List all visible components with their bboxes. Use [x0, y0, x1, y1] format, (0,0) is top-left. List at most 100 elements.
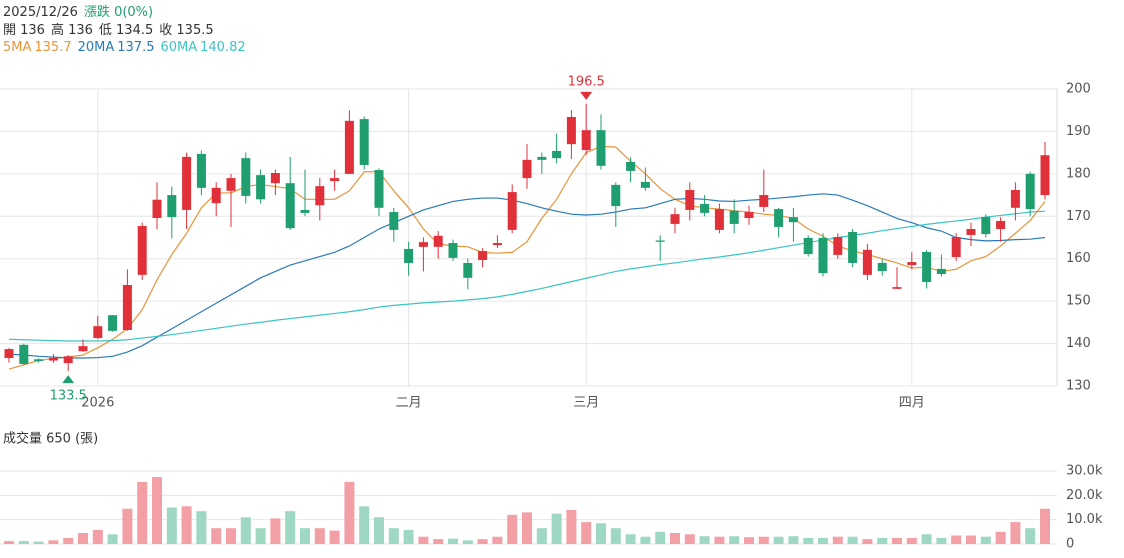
- volume-bar: [670, 533, 680, 544]
- volume-bar: [847, 536, 858, 544]
- candle-body: [714, 209, 724, 230]
- legend-name: 5MA: [3, 40, 32, 55]
- change: 漲跌 0(0%): [83, 5, 154, 20]
- candle-body: [655, 240, 665, 242]
- candle-body: [611, 184, 621, 207]
- volume-bar: [862, 539, 873, 544]
- volume-bar: [921, 534, 932, 544]
- volume-bar: [758, 536, 769, 544]
- ma-line: [8, 210, 1046, 342]
- candle-body: [803, 237, 813, 255]
- candle-body: [626, 161, 636, 171]
- candle-body: [167, 195, 177, 218]
- candle-body: [448, 243, 458, 258]
- volume-bar: [551, 513, 562, 544]
- x-tick-label: 二月: [396, 396, 422, 411]
- candle-body: [788, 217, 798, 223]
- candle-body: [996, 220, 1006, 230]
- header: 2025/12/26 漲跌 0(0%) 開 136 高 136 低 134.5 收 13…: [3, 4, 252, 57]
- date: 2025/12/26: [3, 5, 78, 20]
- max-marker: [580, 91, 593, 100]
- volume-bar: [107, 534, 118, 544]
- volume-bar: [477, 539, 488, 544]
- candle-body: [19, 344, 29, 364]
- candle-body: [63, 356, 73, 364]
- candle-body: [670, 214, 680, 224]
- volume-bar: [433, 539, 444, 544]
- legend: 5MA 135.7 20MA 137.5 60MA 140.82: [3, 39, 252, 57]
- legend-name: 20MA: [77, 40, 115, 55]
- legend-value: 137.5: [117, 40, 155, 55]
- volume-bar: [788, 536, 799, 544]
- y-tick-label: 0: [1066, 537, 1074, 552]
- close: 收 135.5: [159, 22, 214, 38]
- volume-bar: [492, 536, 503, 544]
- volume-bar: [78, 533, 88, 544]
- volume-bar: [581, 522, 592, 544]
- candle-body: [596, 130, 606, 166]
- candle-body: [862, 249, 872, 275]
- candle-body: [241, 158, 251, 196]
- y-tick-label: 150: [1066, 294, 1091, 309]
- candle-body: [48, 357, 58, 361]
- volume-bar: [655, 531, 666, 544]
- y-tick-label: 10.0k: [1066, 512, 1103, 527]
- volume-bar: [403, 529, 414, 544]
- y-tick-label: 140: [1066, 336, 1091, 351]
- high: 高 136: [50, 22, 93, 38]
- min-marker: [62, 375, 75, 384]
- volume-bar: [699, 536, 710, 544]
- volume-bar: [906, 537, 917, 544]
- candle-body: [152, 199, 162, 218]
- volume-bar: [684, 534, 695, 544]
- header-line: 2025/12/26 漲跌 0(0%): [3, 4, 252, 22]
- volume-bar: [48, 540, 59, 544]
- volume-bar: [536, 528, 547, 544]
- candle-body: [270, 173, 280, 184]
- volume-bar: [359, 506, 370, 544]
- candle-body: [330, 178, 340, 182]
- volume-bar: [92, 529, 103, 544]
- candle-body: [877, 262, 887, 272]
- candle-body: [4, 349, 14, 358]
- open: 開 136: [3, 22, 45, 38]
- candle-body: [848, 231, 858, 263]
- volume-bar: [374, 517, 384, 544]
- candle-body: [566, 117, 576, 145]
- candle-body: [892, 287, 902, 289]
- volume-bar: [640, 536, 651, 544]
- volume-bar: [803, 537, 814, 544]
- ma-line: [8, 145, 1046, 370]
- x-tick-label: 三月: [573, 396, 599, 411]
- candle-body: [182, 156, 192, 210]
- volume-bar: [892, 537, 902, 544]
- candle-body: [922, 251, 932, 283]
- y-tick-label: 180: [1066, 166, 1091, 181]
- volume-bar: [596, 523, 606, 544]
- volume-bar: [507, 514, 518, 544]
- volume-bar: [1025, 528, 1036, 544]
- volume-bar: [211, 528, 222, 544]
- volume-bar: [951, 535, 962, 544]
- y-tick-label: 30.0k: [1066, 464, 1103, 479]
- volume-bar: [137, 481, 148, 544]
- x-tick-label: 2026: [81, 396, 114, 411]
- volume-bar: [344, 481, 355, 544]
- candle-body: [300, 209, 310, 213]
- volume-bar: [625, 534, 636, 544]
- candle-body: [492, 243, 502, 246]
- candle-body: [507, 192, 517, 230]
- x-tick-label: 四月: [899, 396, 925, 411]
- candle-body: [1025, 173, 1035, 210]
- candle-body: [285, 183, 295, 229]
- y-tick-label: 160: [1066, 251, 1091, 266]
- candle-body: [359, 119, 369, 165]
- candle-body: [211, 187, 221, 204]
- candle-body: [433, 235, 443, 247]
- volume-bar: [329, 530, 340, 544]
- candle-body: [463, 262, 473, 278]
- volume-bar: [729, 536, 740, 544]
- candle-body: [774, 209, 784, 227]
- volume-bar: [744, 537, 754, 544]
